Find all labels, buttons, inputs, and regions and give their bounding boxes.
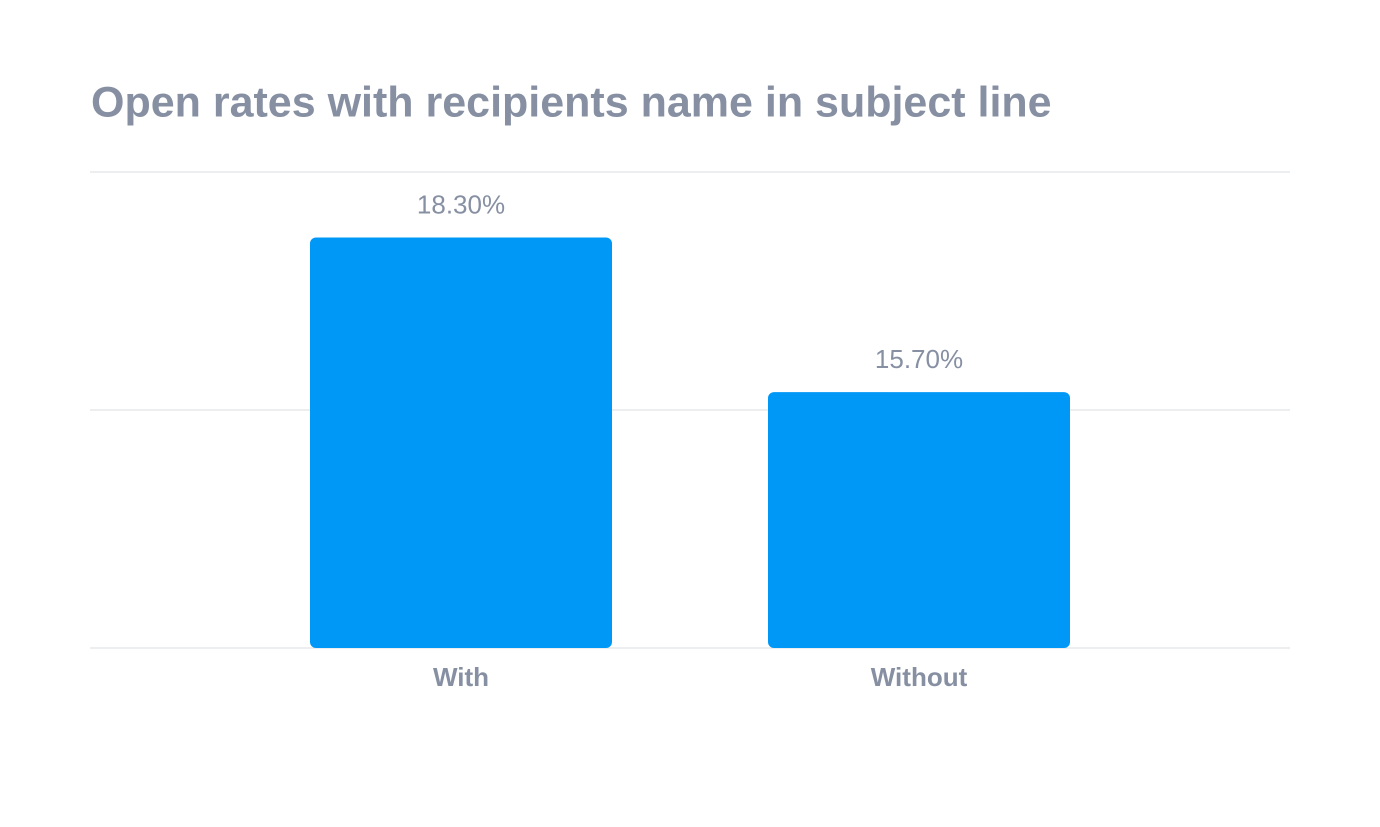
value-label: 15.70%	[875, 344, 963, 374]
value-label: 18.30%	[417, 189, 505, 219]
chart-title: Open rates with recipients name in subje…	[91, 78, 1052, 126]
x-tick-label: With	[433, 662, 489, 692]
x-tick-label: Without	[871, 662, 968, 692]
bar	[310, 237, 612, 648]
bar	[768, 392, 1070, 648]
